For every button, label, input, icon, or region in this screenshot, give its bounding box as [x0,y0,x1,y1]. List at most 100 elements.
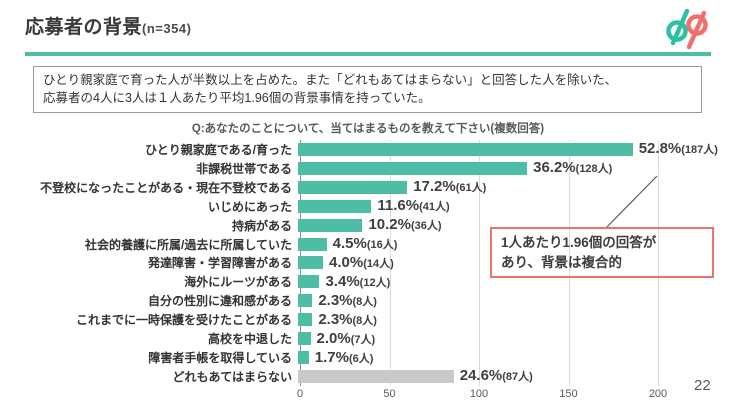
gridline [568,140,570,386]
bar-label: 非課税世帯である [196,161,292,176]
bar-row: 高校を中退した 2.0%(7人) [0,329,736,348]
bar [298,237,327,251]
bar-row: 障害者手帳を取得している 1.7%(6人) [0,348,736,367]
bar-label: 持病がある [231,218,292,233]
bar-label: 高校を中退した [207,332,292,347]
bar-row: ひとり親家庭である/育った 52.8%(187人) [0,140,736,159]
summary-box: ひとり親家庭で育った人が半数以上を占めた。また「どれもあてはまらない」と回答した… [33,66,702,113]
bar [298,161,528,175]
count-label: (14人) [363,257,394,270]
bar [298,199,372,213]
count-label: (128人) [575,163,613,176]
percent-label: 4.0% [329,253,364,271]
sample-size-label: (n=354) [142,21,192,36]
bar-value: 24.6%(87人) [460,367,533,385]
bar-row: 自分の性別に違和感がある 2.3%(8人) [0,291,736,310]
bar-label: 社会的養護に所属/過去に所属していた [85,237,292,252]
x-axis-tick: 150 [559,388,578,400]
bar-label: どれもあてはまらない [172,369,292,384]
bar-row: 非課税世帯である 36.2%(128人) [0,159,736,178]
bar-value: 1.7%(6人) [315,349,374,367]
bar-row: 持病がある 10.2%(36人) [0,216,736,235]
bar-row: 発達障害・学習障害がある 4.0%(14人) [0,254,736,273]
count-label: (12人) [359,276,391,289]
annotation-line-2: あり、背景は複合的 [501,254,622,270]
bar-value: 2.0%(7人) [317,330,376,348]
bar-chart: 0 50 100 150 200 ひとり親家庭である/育った 52.8%(187人) 非課税世… [0,140,736,408]
page-title-text: 応募者の背景 [25,17,143,38]
bar-label: いじめにあった [207,199,292,214]
bar [298,218,363,232]
bar-value: 4.0%(14人) [329,254,394,272]
dp-logo-icon [666,8,708,50]
bar-label: 自分の性別に違和感がある [147,294,292,309]
count-label: (61人) [455,182,487,195]
bar-value: 10.2%(36人) [368,216,441,234]
chart-question: Q:あなたのことについて、当てはまるものを教えて下さい(複数回答) [191,123,545,135]
count-label: (7人) [350,333,376,346]
gridline [658,140,659,386]
bar [298,180,408,194]
page-title: 応募者の背景(n=354) [25,12,191,39]
count-label: (41人) [419,201,450,214]
bar-value: 52.8%(187人) [639,140,718,158]
count-label: (8人) [352,295,377,308]
x-axis-tick: 200 [648,388,668,400]
bar-value: 2.3%(8人) [318,292,377,310]
count-label: (6人) [348,352,374,365]
bar-value: 4.5%(16人) [333,235,398,253]
percent-label: 2.0% [316,329,351,347]
bar-label: 障害者手帳を取得している [148,351,292,366]
bar [298,332,311,346]
x-axis-tick: 50 [383,388,396,400]
bar [298,275,320,289]
bar-value: 17.2%(61人) [413,178,486,196]
gridline [479,140,480,386]
percent-label: 52.8% [638,140,682,158]
bar-value: 2.3%(8人) [318,311,377,329]
percent-label: 17.2% [413,178,456,196]
bar-label: これまでに一時保護を受けたことがある [75,313,292,328]
percent-label: 3.4% [325,272,360,290]
bar [298,369,454,383]
bar [298,313,313,327]
bar-value: 11.6%(41人) [377,197,449,215]
bar-row: 不登校になったことがある・現在不登校である 17.2%(61人) [0,178,736,197]
count-label: (36人) [410,220,442,233]
annotation-line-1: 1人あたり1.96個の回答が [501,235,657,250]
bar-label: 海外にルーツがある [184,275,292,290]
bar-value: 3.4%(12人) [325,273,390,291]
annotation-box: 1人あたり1.96個の回答が あり、背景は複合的 [490,227,714,279]
bar [298,351,309,365]
percent-label: 10.2% [368,216,411,234]
percent-label: 2.3% [318,291,353,309]
summary-line-1: ひとり親家庭で育った人が半数以上を占めた。また「どれもあてはまらない」と回答した… [43,73,618,87]
title-underline [25,52,711,56]
bar-label: ひとり親家庭である/育った [145,142,292,157]
percent-label: 4.5% [332,235,367,253]
x-axis-tick: 0 [296,388,304,400]
percent-label: 24.6% [459,367,503,385]
page-number: 22 [694,377,711,394]
count-label: (8人) [352,314,377,327]
count-label: (187人) [681,144,718,157]
count-label: (87人) [502,371,533,384]
x-axis-tick: 100 [469,388,489,400]
summary-line-2: 応募者の4人に3人は１人あたり平均1.96個の背景事情を持っていた。 [43,90,431,105]
bar [298,142,633,156]
bar-value: 36.2%(128人) [533,159,612,177]
percent-label: 2.3% [318,310,353,328]
bar-row: いじめにあった 11.6%(41人) [0,197,736,216]
count-label: (16人) [366,239,398,252]
bar-row: これまでに一時保護を受けたことがある 2.3%(8人) [0,310,736,329]
bar-label: 発達障害・学習障害がある [147,256,292,271]
percent-label: 11.6% [377,197,420,215]
bar-row: どれもあてはまらない 24.6%(87人) [0,367,736,386]
bar-row: 社会的養護に所属/過去に所属していた 4.5%(16人) [0,235,736,254]
bar-label: 不登校になったことがある・現在不登校である [40,180,292,195]
bar [298,256,324,270]
percent-label: 36.2% [533,159,576,177]
gridline [389,140,391,386]
bar [298,294,313,308]
